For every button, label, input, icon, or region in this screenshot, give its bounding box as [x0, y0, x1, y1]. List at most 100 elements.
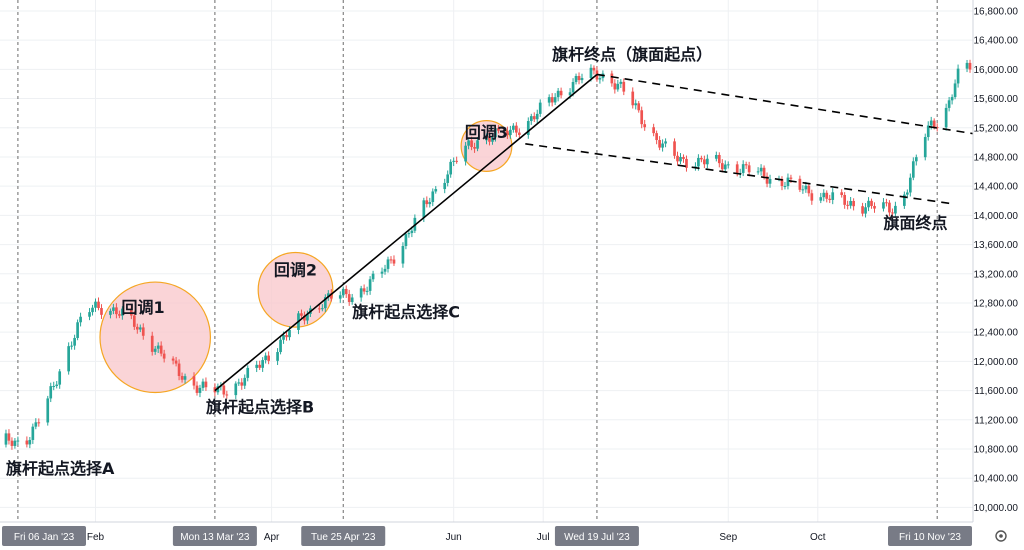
candle-body: [616, 83, 620, 90]
candle-body: [180, 375, 184, 380]
y-tick-label: 11,600.00: [974, 386, 1018, 397]
candle-body: [506, 130, 509, 136]
candle-body: [652, 127, 655, 134]
y-tick-label: 14,000.00: [974, 211, 1019, 222]
candle-body: [28, 439, 32, 445]
candle-body: [882, 202, 885, 209]
candle-body: [91, 307, 94, 313]
candle-body: [141, 327, 145, 336]
settings-gear-icon[interactable]: [995, 530, 1007, 542]
candle-body: [243, 377, 247, 386]
candle-body: [598, 78, 602, 80]
candle-body: [547, 97, 551, 103]
candle-body: [452, 160, 456, 162]
x-tick-label: Feb: [87, 532, 105, 543]
candle-body: [350, 297, 354, 303]
candle-body: [741, 164, 745, 173]
candle-body: [300, 313, 303, 316]
candle-body: [115, 307, 118, 315]
candle-body: [831, 192, 835, 200]
date-marker-label-box: [301, 526, 386, 546]
pullback-zone-label: 回调1: [121, 298, 164, 317]
x-tick-label: Jul: [537, 532, 550, 543]
candle-body: [58, 371, 62, 385]
candle-body: [846, 204, 849, 206]
candle-body: [37, 422, 41, 424]
date-marker-label: Fri 10 Nov '23: [899, 532, 961, 543]
candle-body: [840, 192, 844, 195]
y-tick-label: 15,200.00: [974, 123, 1019, 134]
candle-body: [873, 205, 876, 209]
candle-body: [804, 185, 808, 190]
candle-body: [318, 308, 321, 310]
candle-body: [216, 386, 220, 393]
candle-body: [819, 197, 823, 201]
candle-body: [368, 279, 372, 291]
candle-body: [171, 358, 175, 361]
candle-body: [109, 310, 112, 315]
candle-body: [255, 364, 259, 368]
candle-body: [401, 246, 405, 264]
candle-body: [571, 82, 575, 93]
candle-body: [25, 440, 29, 445]
candle-body: [52, 386, 56, 388]
candle-body: [532, 116, 536, 120]
candle-body: [225, 394, 229, 396]
candle-body: [282, 335, 285, 340]
candle-body: [643, 124, 647, 128]
candle-body: [559, 90, 563, 96]
candle-body: [303, 315, 306, 321]
pullback-zone-3: [460, 120, 513, 172]
candle-body: [174, 360, 178, 364]
candle-body: [497, 128, 500, 131]
candle-body: [828, 198, 832, 200]
candle-body: [135, 326, 139, 330]
candle-body: [240, 382, 244, 386]
candle-body: [341, 288, 345, 296]
candle-body: [362, 288, 366, 292]
candle-body: [121, 308, 124, 316]
y-tick-label: 12,000.00: [974, 357, 1019, 368]
y-tick-label: 10,000.00: [974, 503, 1019, 514]
y-tick-label: 13,600.00: [974, 240, 1019, 251]
candle-body: [762, 167, 766, 177]
candle-body: [455, 160, 458, 162]
candle-body: [526, 121, 530, 135]
candle-body: [538, 102, 542, 114]
candle-body: [371, 273, 375, 280]
candle-body: [613, 83, 617, 90]
candle-body: [926, 125, 930, 138]
candle-body: [935, 127, 939, 129]
candle-body: [129, 308, 133, 316]
candle-body: [801, 189, 805, 191]
candle-body: [488, 136, 491, 142]
candle-body: [237, 382, 241, 384]
candle-body: [756, 171, 760, 173]
candle-body: [720, 163, 724, 170]
candle-body: [685, 158, 688, 168]
candle-body: [723, 164, 727, 170]
flagpole-line: [214, 73, 598, 392]
y-tick-label: 12,400.00: [974, 328, 1019, 339]
annotation-label: 旗杆起点选择C: [352, 303, 460, 322]
candle-body: [326, 293, 330, 298]
candle-body: [908, 177, 912, 193]
candle-body: [717, 154, 721, 164]
candle-body: [950, 97, 954, 101]
candle-body: [344, 288, 348, 295]
candle-body: [706, 158, 709, 165]
candle-body: [162, 353, 166, 359]
y-tick-label: 16,000.00: [974, 65, 1019, 76]
candle-body: [789, 177, 793, 179]
date-marker-label: Wed 19 Jul '23: [564, 532, 630, 543]
candle-body: [485, 136, 488, 141]
y-tick-label: 11,200.00: [974, 415, 1018, 426]
candle-body: [410, 230, 414, 234]
candle-body: [577, 75, 581, 81]
y-tick-label: 16,400.00: [974, 36, 1019, 47]
candle-body: [911, 161, 915, 178]
candle-body: [631, 91, 635, 106]
x-tick-label: Apr: [264, 532, 280, 543]
candle-body: [476, 140, 479, 149]
